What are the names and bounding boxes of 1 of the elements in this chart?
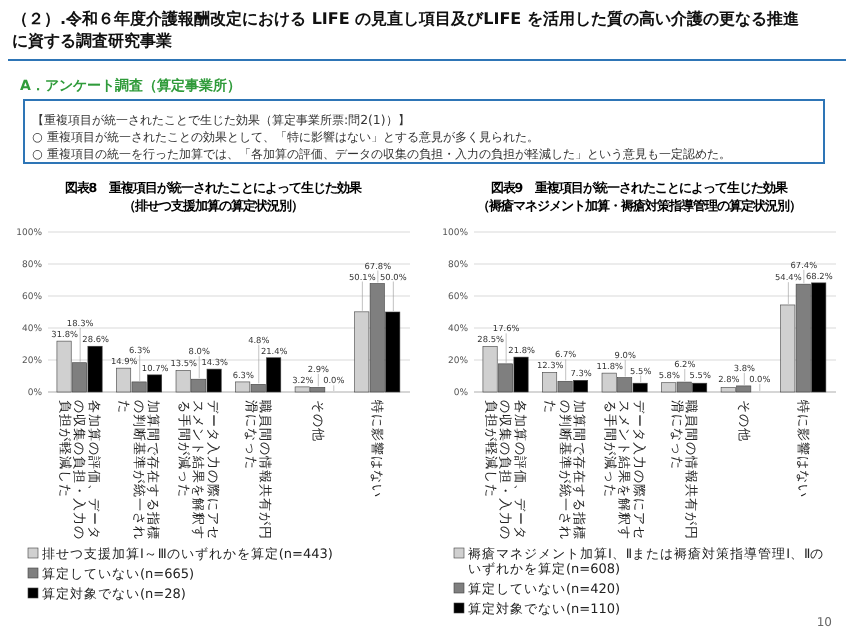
text: （２）.令和６年度介護報酬改定における LIFE の見直し項目及びLIFE を活用した質の高い介護の更なる推進に資する調査研究事業 [12, 8, 801, 50]
